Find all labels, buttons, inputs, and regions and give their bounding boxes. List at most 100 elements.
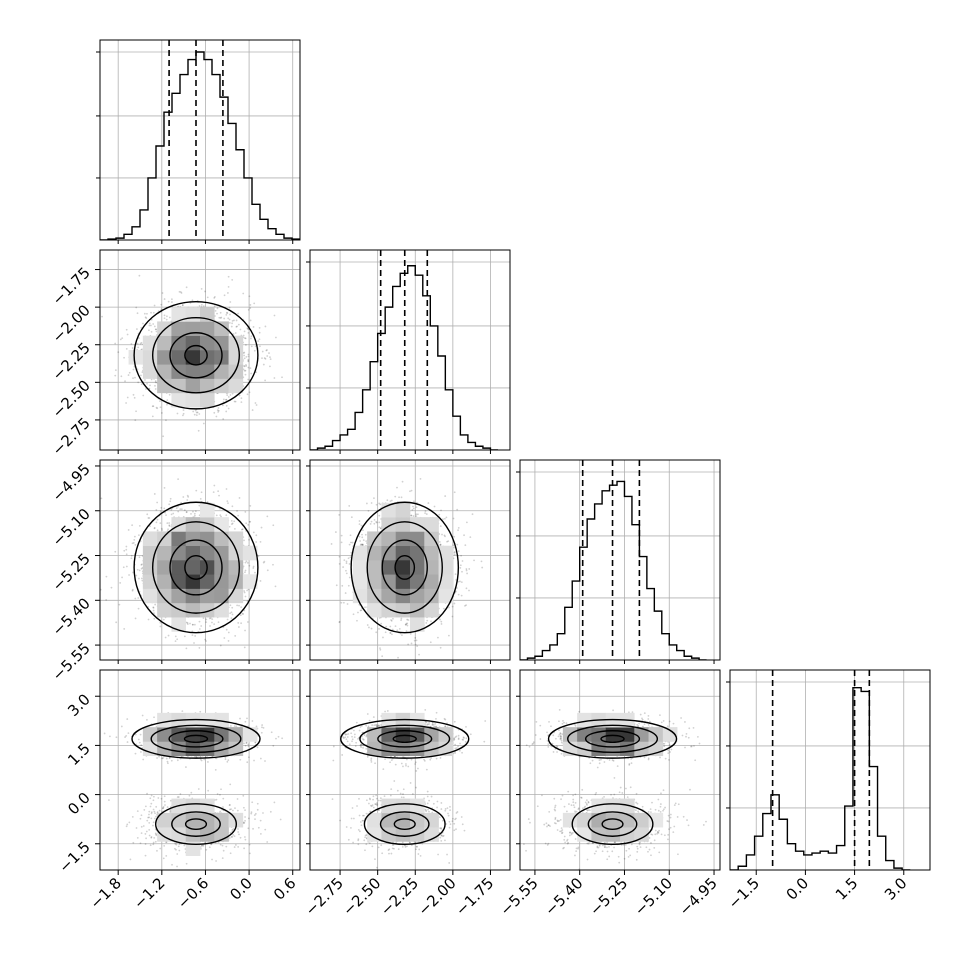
scatter-point <box>424 512 426 514</box>
density-cell <box>186 379 201 394</box>
density-cell <box>143 531 158 546</box>
scatter-point <box>198 430 200 432</box>
scatter-point <box>134 536 136 538</box>
scatter-point <box>272 524 274 526</box>
scatter-point <box>171 513 173 515</box>
scatter-point <box>250 304 252 306</box>
scatter-point <box>130 343 132 345</box>
scatter-point <box>236 320 238 322</box>
panel-frame <box>520 460 720 660</box>
scatter-point <box>164 298 166 300</box>
scatter-point <box>163 507 165 509</box>
scatter-point <box>155 329 157 331</box>
scatter-point <box>205 640 207 642</box>
scatter-point <box>148 325 150 327</box>
scatter-point <box>135 307 137 309</box>
scatter-point <box>138 275 140 277</box>
scatter-point <box>192 299 194 301</box>
scatter-point <box>160 304 162 306</box>
scatter-point <box>267 569 269 571</box>
scatter-point <box>248 309 250 311</box>
scatter-point <box>118 604 120 606</box>
scatter-point <box>229 322 231 324</box>
scatter-point <box>217 490 219 492</box>
scatter-point <box>141 578 143 580</box>
scatter-point <box>218 410 220 412</box>
scatter-point <box>135 410 137 412</box>
scatter-point <box>345 592 347 594</box>
scatter-point <box>126 566 128 568</box>
scatter-point <box>167 528 169 530</box>
scatter-point <box>148 619 150 621</box>
scatter-point <box>249 391 251 393</box>
scatter-point <box>272 564 274 566</box>
scatter-point <box>115 369 117 371</box>
scatter-point <box>247 332 249 334</box>
scatter-panel-1-2 <box>310 460 510 660</box>
density-cell <box>214 589 229 604</box>
scatter-point <box>231 611 233 613</box>
scatter-point <box>205 621 207 623</box>
histogram-panel-1 <box>310 250 510 450</box>
scatter-point <box>229 604 231 606</box>
scatter-point <box>193 642 195 644</box>
scatter-point <box>192 411 194 413</box>
scatter-point <box>152 323 154 325</box>
scatter-point <box>125 546 127 548</box>
scatter-point <box>245 370 247 372</box>
scatter-point <box>237 622 239 624</box>
scatter-point <box>115 621 117 623</box>
scatter-point <box>216 514 218 516</box>
scatter-point <box>190 513 192 515</box>
scatter-point <box>183 409 185 411</box>
scatter-point <box>168 301 170 303</box>
scatter-point <box>263 562 265 564</box>
scatter-point <box>254 572 256 574</box>
scatter-point <box>213 491 215 493</box>
scatter-point <box>171 298 173 300</box>
scatter-point <box>254 350 256 352</box>
scatter-point <box>139 525 141 527</box>
scatter-point <box>175 635 177 637</box>
scatter-point <box>242 293 244 295</box>
scatter-point <box>411 509 413 511</box>
scatter-point <box>154 493 156 495</box>
scatter-point <box>156 407 158 409</box>
density-cell <box>171 517 186 532</box>
scatter-point <box>134 397 136 399</box>
scatter-point <box>239 395 241 397</box>
scatter-point <box>153 618 155 620</box>
scatter-point <box>244 647 246 649</box>
scatter-point <box>203 617 205 619</box>
density-cell <box>129 350 144 365</box>
scatter-point <box>168 522 170 524</box>
scatter-point <box>234 635 236 637</box>
density-cell <box>186 517 201 532</box>
scatter-point <box>253 326 255 328</box>
scatter-point <box>229 314 231 316</box>
scatter-point <box>228 276 230 278</box>
scatter-point <box>148 329 150 331</box>
scatter-point <box>243 355 245 357</box>
scatter-point <box>361 525 363 527</box>
scatter-point <box>177 478 179 480</box>
scatter-point <box>281 376 283 378</box>
scatter-point <box>236 604 238 606</box>
scatter-point <box>266 515 268 517</box>
scatter-point <box>248 354 250 356</box>
scatter-point <box>259 345 261 347</box>
scatter-point <box>182 304 184 306</box>
scatter-point <box>244 365 246 367</box>
scatter-point <box>394 496 396 498</box>
scatter-point <box>248 565 250 567</box>
scatter-point <box>205 619 207 621</box>
scatter-point <box>228 408 230 410</box>
scatter-point <box>458 527 460 529</box>
scatter-point <box>164 317 166 319</box>
scatter-point <box>177 413 179 415</box>
scatter-point <box>376 504 378 506</box>
scatter-point <box>137 312 139 314</box>
scatter-point <box>146 383 148 385</box>
scatter-point <box>244 630 246 632</box>
scatter-point <box>152 606 154 608</box>
